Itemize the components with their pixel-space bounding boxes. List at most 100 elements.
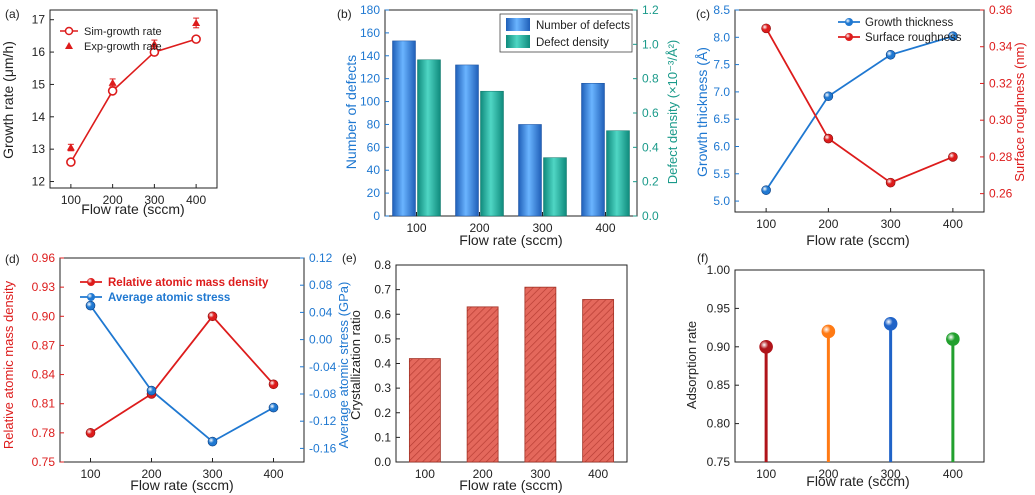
y-tick-label: 0.81 — [32, 397, 56, 411]
panel-label: (f) — [697, 251, 708, 265]
x-tick-label: 100 — [406, 221, 426, 235]
exp-growth-point — [108, 78, 117, 86]
y-tick-label: 80 — [367, 117, 381, 131]
y-tick-label: 40 — [367, 163, 381, 177]
chart-a: 100 200 300 400 12 13 14 15 16 17 (a) Flow rate (sc… — [0, 7, 218, 217]
y-tick-label: 0.7 — [374, 283, 391, 297]
legend-label: Exp-growth rate — [84, 41, 162, 53]
y-tick-label: 20 — [367, 186, 381, 200]
legend-label: Average atomic stress — [108, 292, 230, 304]
legend-marker — [64, 26, 74, 36]
x-axis-title: Flow rate (sccm) — [806, 232, 909, 248]
y-tick-label: 5.5 — [713, 167, 730, 181]
x-tick-label: 200 — [473, 467, 493, 481]
roughness-point — [948, 152, 958, 162]
y-tick-label: 0.87 — [32, 338, 56, 352]
y-tick-label: 15 — [32, 77, 46, 91]
exp-growth-point — [66, 143, 75, 151]
y-tick-label: 8.5 — [713, 3, 730, 17]
y-tick-label: 13 — [32, 142, 46, 156]
x-tick-label: 400 — [943, 217, 963, 231]
x-axis-title: Flow rate (sccm) — [81, 201, 184, 217]
chart-b: 100 200 300 400 0 20 40 60 80 100 120 140 160 180 0.0 0… — [337, 3, 680, 248]
y-right-tick-label: 1.0 — [642, 37, 659, 51]
density-bar — [606, 130, 630, 217]
x-axis-title: Flow rate (sccm) — [459, 232, 562, 248]
y-tick-label: 8.0 — [713, 30, 730, 44]
y-tick-label: 0.95 — [707, 301, 731, 315]
y-tick-label: 0.78 — [32, 426, 56, 440]
density-bar — [417, 59, 441, 217]
thickness-point — [823, 91, 834, 102]
plot-frame — [59, 257, 305, 463]
y-tick-label: 0.2 — [374, 406, 391, 420]
y-right-tick-label: -0.12 — [309, 414, 337, 428]
plot-frame — [49, 9, 218, 189]
y-right-tick-label: 0.28 — [989, 150, 1013, 164]
x-tick-label: 300 — [881, 217, 901, 231]
x-tick-label: 200 — [818, 217, 838, 231]
legend-swatch — [506, 35, 530, 48]
y-tick-label: 0.84 — [32, 368, 56, 382]
x-tick-label: 100 — [80, 467, 100, 481]
y-axis-title: Number of defects — [343, 55, 359, 169]
y-right-tick-label: 0.36 — [989, 3, 1013, 17]
thickness-line — [765, 35, 954, 191]
thickness-point — [761, 185, 771, 195]
y-right-tick-label: 0.04 — [309, 305, 333, 319]
y-tick-label: 6.0 — [713, 139, 730, 153]
thickness-point — [948, 31, 958, 42]
y-tick-label: 7.5 — [713, 58, 730, 72]
plot-frame — [734, 9, 985, 213]
x-tick-label: 300 — [202, 467, 222, 481]
sim-growth-point — [66, 157, 76, 167]
y-tick-label: 0.80 — [707, 417, 731, 431]
adsorption-point — [821, 324, 836, 339]
legend-label: Sim-growth rate — [84, 26, 162, 38]
x-tick-label: 400 — [263, 467, 283, 481]
y-right-axis-title: Surface roughness (nm) — [1012, 42, 1027, 181]
y-right-tick-label: -0.16 — [309, 441, 337, 455]
y-tick-label: 100 — [360, 95, 380, 109]
exp-growth-point — [150, 39, 159, 47]
legend-label: Relative atomic mass density — [108, 277, 269, 289]
y-axis-title: Adsorption rate — [684, 321, 699, 409]
y-tick-label: 0.8 — [374, 258, 391, 272]
y-right-tick-label: 0.8 — [642, 72, 659, 86]
y-right-tick-label: 0.0 — [642, 209, 659, 223]
stress-point — [146, 385, 157, 396]
legend-marker — [87, 278, 95, 286]
stress-point — [207, 436, 218, 447]
panel-label: (d) — [5, 252, 20, 266]
x-axis-title: Flow rate (sccm) — [459, 477, 562, 493]
x-tick-label: 200 — [141, 467, 161, 481]
crystallization-bar — [408, 358, 441, 463]
chart-f: 100 200 300 400 0.75 0.80 0.85 0.90 0.95 1.00(f) F… — [684, 251, 985, 489]
x-tick-label: 200 — [818, 467, 838, 481]
sim-growth-line — [70, 38, 197, 163]
y-right-tick-label: 0.00 — [309, 333, 333, 347]
y-tick-label: 0.0 — [374, 455, 391, 469]
thickness-point — [885, 49, 896, 60]
y-tick-label: 0.96 — [32, 251, 56, 265]
y-right-tick-label: -0.04 — [309, 360, 337, 374]
stress-point — [268, 402, 279, 413]
y-tick-label: 0.1 — [374, 430, 391, 444]
roughness-point — [823, 133, 834, 144]
panel-label: (b) — [337, 7, 352, 21]
x-tick-label: 200 — [469, 221, 489, 235]
legend-label: Defect density — [536, 37, 609, 49]
chart-e: 100 200 300 400 0.0 0.1 0.2 0.3 0.4 0.5 0.6 0.7 0.8 (… — [342, 251, 628, 493]
y-tick-label: 0.6 — [374, 307, 391, 321]
y-right-tick-label: 1.2 — [642, 3, 659, 17]
crystallization-bar — [466, 306, 499, 463]
mass-density-point — [268, 379, 279, 390]
y-right-tick-label: -0.08 — [309, 387, 337, 401]
y-tick-label: 7.0 — [713, 85, 730, 99]
defects-bar — [518, 124, 542, 217]
stress-point — [85, 300, 96, 311]
x-axis-title: Flow rate (sccm) — [806, 473, 909, 489]
y-tick-label: 1.00 — [707, 263, 731, 277]
x-axis-title: Flow rate (sccm) — [130, 477, 233, 493]
